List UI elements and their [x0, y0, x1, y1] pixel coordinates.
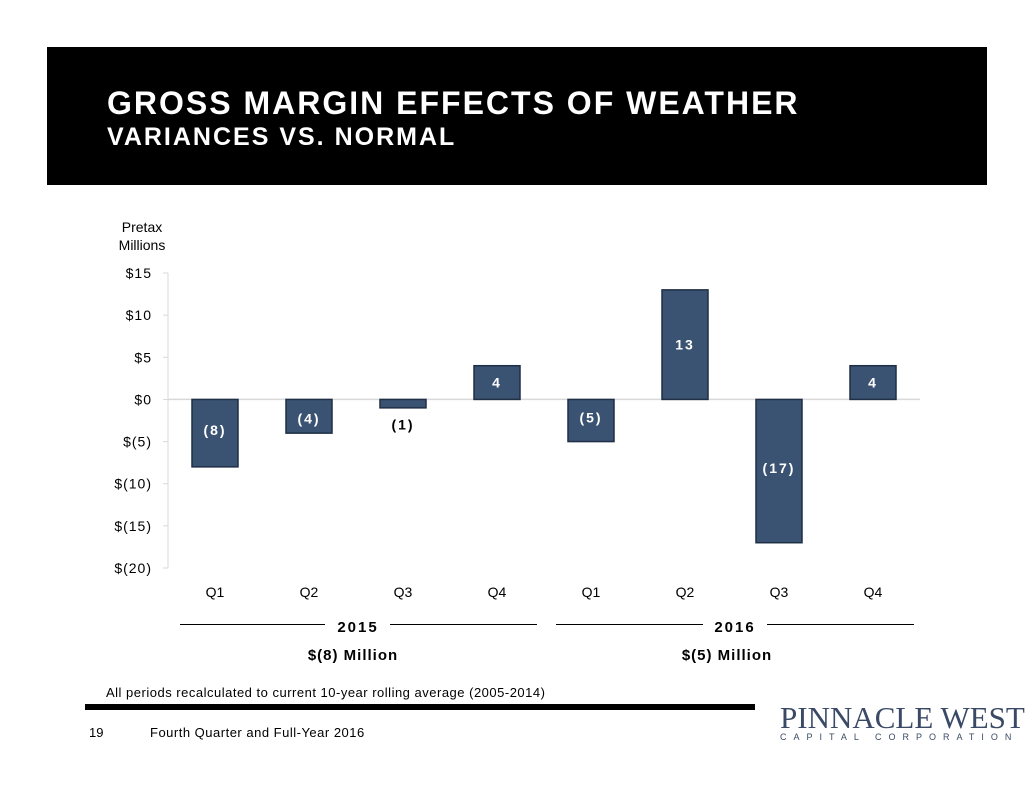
- year-rule-2016-left: [556, 624, 703, 625]
- bar: [191, 398, 239, 468]
- y-tick-label: $10: [126, 307, 152, 323]
- y-tick-label: $(15): [114, 518, 152, 534]
- data-label: (17): [763, 460, 796, 476]
- data-label: (4): [297, 410, 320, 426]
- bar: [849, 364, 897, 401]
- header-banner: GROSS MARGIN EFFECTS OF WEATHER VARIANCE…: [47, 47, 987, 185]
- bar: [379, 398, 427, 409]
- x-tick-label: Q4: [864, 584, 883, 600]
- y-tick-label: $(20): [114, 560, 152, 576]
- total-2015: $(8) Million: [307, 647, 399, 664]
- x-tick-label: Q4: [488, 584, 507, 600]
- company-logo-name: PINNACLE WEST: [780, 700, 1025, 735]
- x-tick-label: Q1: [206, 584, 225, 600]
- page-number: 19: [89, 725, 104, 740]
- data-label: 13: [675, 337, 695, 353]
- year-label-2016: 2016: [714, 619, 756, 636]
- y-axis-label-line: Pretax: [122, 219, 162, 235]
- slide-subtitle: VARIANCES VS. NORMAL: [107, 123, 457, 151]
- bar: [661, 289, 709, 401]
- footer-text: Fourth Quarter and Full-Year 2016: [150, 725, 365, 740]
- slide-title: GROSS MARGIN EFFECTS OF WEATHER: [107, 85, 800, 121]
- data-label: (1): [391, 416, 414, 432]
- y-tick-label: $(10): [114, 476, 152, 492]
- x-tick-label: Q3: [770, 584, 789, 600]
- y-tick-label: $0: [134, 391, 152, 407]
- footer-bar: [85, 704, 755, 710]
- company-logo-subtitle: CAPITAL CORPORATION: [780, 732, 1019, 742]
- data-label: 4: [868, 375, 878, 391]
- y-tick-label: $15: [126, 265, 152, 281]
- bar: [755, 398, 803, 544]
- year-rule-2015-right: [390, 624, 537, 625]
- x-tick-label: Q2: [676, 584, 695, 600]
- year-rule-2016-right: [767, 624, 914, 625]
- bar: [473, 364, 521, 401]
- x-tick-label: Q2: [300, 584, 319, 600]
- y-axis-label-line: Millions: [119, 237, 166, 253]
- data-label: (5): [579, 410, 602, 426]
- data-label: 4: [492, 375, 502, 391]
- bar: [285, 398, 333, 434]
- year-label-2015: 2015: [337, 619, 379, 636]
- y-tick-label: $(5): [123, 434, 152, 450]
- total-2016: $(5) Million: [681, 647, 773, 664]
- x-tick-label: Q1: [582, 584, 601, 600]
- data-label: (8): [203, 422, 226, 438]
- year-rule-2015-left: [180, 624, 325, 625]
- footnote: All periods recalculated to current 10-y…: [106, 685, 546, 700]
- y-tick-label: $5: [134, 349, 152, 365]
- bar: [567, 398, 615, 443]
- x-tick-label: Q3: [394, 584, 413, 600]
- bar-chart: Pretax Millions $15 $10 $5 $0 $(5) $(10) $(15) $(…: [114, 219, 920, 600]
